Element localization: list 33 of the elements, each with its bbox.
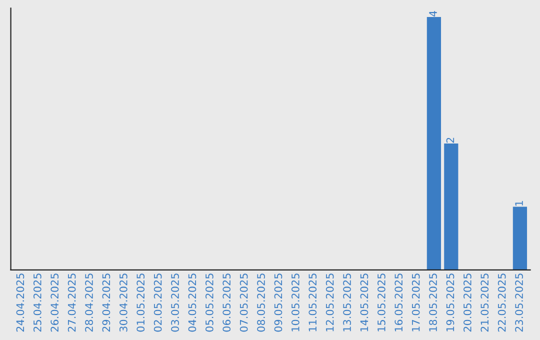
x-tick-label: 16.05.2025 bbox=[394, 274, 403, 332]
x-tick-label: 26.04.2025 bbox=[50, 274, 59, 332]
x-tick-label: 25.04.2025 bbox=[33, 274, 42, 332]
x-tick-label: 12.05.2025 bbox=[326, 274, 334, 332]
x-tick-label: 28.04.2025 bbox=[85, 274, 93, 332]
x-tick-label: 15.05.2025 bbox=[377, 274, 386, 332]
x-tick-label: 27.04.2025 bbox=[68, 274, 76, 332]
x-tick-label: 30.04.2025 bbox=[119, 274, 128, 332]
x-tick-label: 01.05.2025 bbox=[136, 274, 145, 332]
x-tick-label: 29.04.2025 bbox=[102, 274, 110, 332]
x-tick-label: 02.05.2025 bbox=[154, 274, 162, 332]
x-tick-label: 13.05.2025 bbox=[343, 274, 351, 332]
x-tick-label: 11.05.2025 bbox=[308, 274, 317, 332]
x-tick-label: 19.05.2025 bbox=[446, 274, 454, 332]
x-tick-label: 17.05.2025 bbox=[412, 274, 420, 332]
x-tick-label: 05.05.2025 bbox=[205, 274, 214, 332]
x-tick-label: 18.05.2025 bbox=[429, 274, 437, 332]
data-label: 1 bbox=[515, 201, 523, 206]
x-tick-label: 09.05.2025 bbox=[274, 274, 282, 332]
x-tick-label: 20.05.2025 bbox=[464, 274, 472, 332]
data-label: 2 bbox=[446, 138, 454, 143]
x-tick-label: 06.05.2025 bbox=[222, 274, 231, 332]
x-tick-label: 23.05.2025 bbox=[515, 274, 523, 332]
x-tick-label: 10.05.2025 bbox=[291, 274, 300, 332]
data-label: 4 bbox=[429, 10, 437, 17]
x-tick-label: 07.05.2025 bbox=[240, 274, 248, 332]
x-tick-label: 03.05.2025 bbox=[171, 274, 179, 332]
x-tick-label: 24.04.2025 bbox=[16, 274, 24, 332]
x-tick-label: 14.05.2025 bbox=[360, 274, 368, 332]
x-tick-label: 22.05.2025 bbox=[498, 274, 506, 332]
x-tick-label: 04.05.2025 bbox=[188, 274, 196, 332]
x-tick-label: 08.05.2025 bbox=[257, 274, 265, 332]
x-tick-label: 21.05.2025 bbox=[480, 274, 489, 332]
